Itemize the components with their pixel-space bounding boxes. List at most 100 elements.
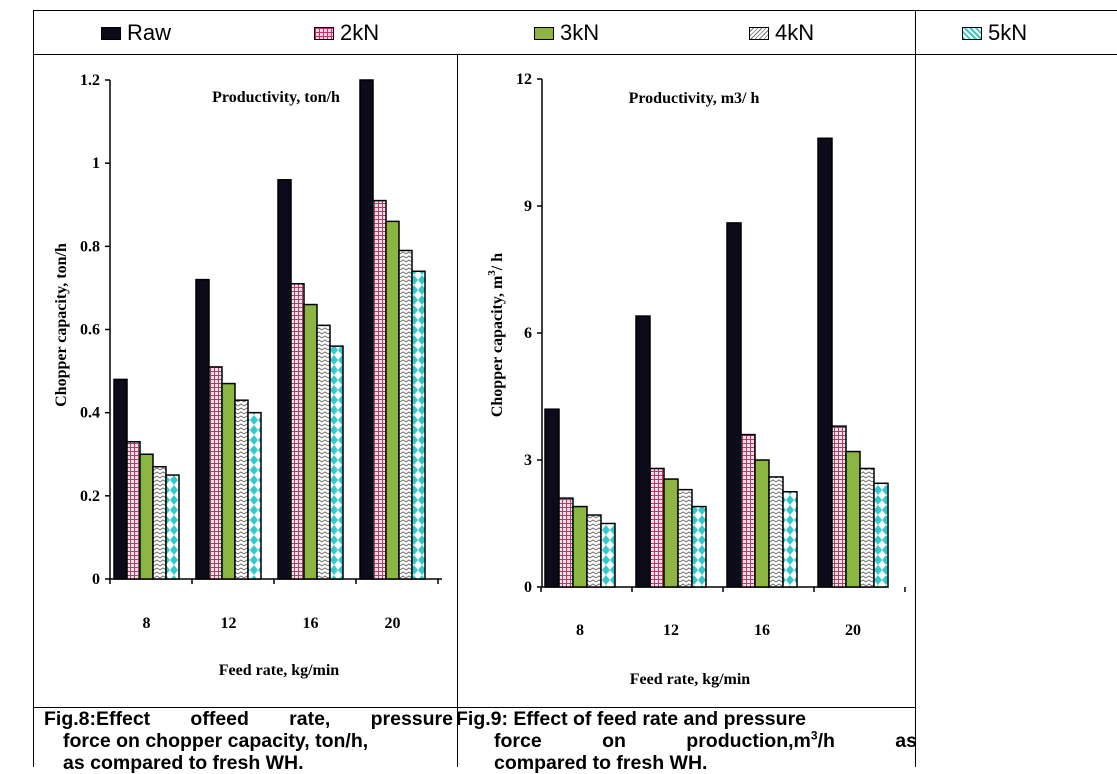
legend-swatch-4kn [749,26,769,40]
bar-5kn-12 [691,505,707,588]
fig9-caption-unit-tail: /h [817,730,835,752]
bar-4kn-16 [316,324,331,580]
fig9-caption-line1: Fig.9: Effect of feed rate and pressure [456,708,807,730]
bar-raw-8 [544,408,560,588]
fig8-productivity-ton-chart: Productivity, ton/h Chopper capacity, to… [53,72,442,679]
fig9-y-axis-label-main: Chopper capacity, m [489,275,506,417]
legend-item-4kn: 4kN [749,20,814,46]
bar-raw-20 [817,137,833,588]
y-tick-label: 0.8 [80,238,100,255]
x-tick-label: 8 [576,622,584,639]
fig9-caption-unit: production,m [686,730,811,752]
bar-4kn-12 [234,399,249,580]
bar-5kn-8 [600,522,616,588]
bar-2kn-12 [649,467,665,588]
fig8-y-axis-label: Chopper capacity, ton/h [53,243,70,407]
bar-raw-12 [195,278,210,580]
fig9-caption-word: force [494,730,542,752]
x-tick-label: 12 [663,622,679,639]
bar-5kn-20 [873,482,889,588]
legend-swatch-2kn [314,26,334,40]
fig8-tick-labels: 0 0.2 0.4 0.6 0.8 1 1.2 8 12 16 20 [80,72,401,632]
bar-raw-8 [113,378,128,580]
fig9-caption-word: production,m3/h [686,728,835,753]
bar-raw-12 [635,315,651,588]
bar-5kn-16 [782,491,798,588]
y-tick-label: 1.2 [80,72,100,89]
fig9-y-axis-label-tail: / h [489,253,506,271]
legend-label-3kn: 3kN [560,20,600,45]
y-tick-label: 6 [524,325,532,342]
fig8-title: Productivity, ton/h [212,89,340,106]
x-tick-label: 20 [845,622,861,639]
fig9-caption-line3: compared to fresh WH. [494,752,708,774]
y-tick-label: 1 [92,155,100,172]
bar-4kn-12 [677,488,693,588]
bar-3kn-16 [303,303,318,580]
legend-item-3kn: 3kN [534,20,599,46]
legend-swatch-3kn [534,26,554,40]
fig9-title: Productivity, m3/ h [629,90,760,107]
bar-2kn-20 [831,425,847,588]
bar-5kn-16 [329,345,344,580]
legend-label-5kn: 5kN [988,20,1028,45]
bar-2kn-16 [740,433,756,588]
fig9-caption-frame [457,707,916,767]
fig9-bars [544,137,889,588]
bar-4kn-8 [586,514,602,588]
fig8-caption: Fig.8:Effect offeed rate, pressure force… [44,708,454,774]
legend-item-2kn: 2kN [314,20,379,46]
y-tick-label: 0.2 [80,488,100,505]
fig9-caption-sup: 3 [810,728,818,743]
legend-item-5kn: 5kN [962,20,1027,46]
fig8-caption-word: Fig.8:Effect [44,708,151,730]
legend-label-raw: Raw [127,20,172,45]
x-tick-label: 8 [143,615,151,632]
bar-5kn-20 [411,270,426,580]
bar-raw-16 [726,222,742,588]
x-tick-label: 12 [221,615,237,632]
fig9-caption: Fig.9: Effect of feed rate and pressure … [456,708,917,774]
y-tick-label: 3 [524,452,532,469]
fig8-caption-line2: force on chopper capacity, ton/h, [63,730,369,752]
y-tick-label: 0.6 [80,322,100,339]
fig8-caption-word: rate, [289,708,331,730]
bar-5kn-12 [247,411,262,580]
fig9-y-axis-label: Chopper capacity, m3/ h [486,253,506,417]
fig9-caption-word: on [602,730,626,752]
y-tick-label: 0 [524,579,532,596]
bar-2kn-20 [372,199,387,580]
bar-4kn-20 [398,249,413,580]
fig9-x-axis-label: Feed rate, kg/min [630,671,751,688]
legend-item-raw: Raw [101,20,171,46]
bar-3kn-20 [385,220,400,580]
bar-3kn-20 [845,450,861,588]
y-tick-label: 9 [524,198,532,215]
fig9-caption-word: as [895,730,917,752]
bar-5kn-8 [165,474,180,580]
bar-2kn-8 [558,497,574,588]
x-tick-label: 16 [754,622,770,639]
fig8-x-axis-label: Feed rate, kg/min [219,662,340,679]
fig8-caption-word: offeed [190,708,249,730]
bar-3kn-8 [139,453,154,580]
bar-4kn-16 [768,476,784,588]
legend-swatch-5kn [962,26,982,40]
fig9-productivity-m3-chart: Productivity, m3/ h Chopper capacity, m3… [486,71,906,688]
x-tick-label: 16 [303,615,319,632]
bar-2kn-12 [208,366,223,580]
y-tick-label: 12 [516,71,532,88]
y-tick-label: 0 [92,571,100,588]
legend-label-2kn: 2kN [340,20,380,45]
bar-3kn-12 [663,478,679,588]
bar-3kn-8 [572,505,588,588]
chart-legend: Raw 2kN 3kN 4kN 5kN [37,10,1117,52]
bar-raw-20 [359,79,374,580]
fig8-bars [113,79,426,580]
bar-4kn-8 [152,465,167,580]
fig8-caption-line3: as compared to fresh WH. [63,752,304,774]
y-tick-label: 0.4 [80,405,100,422]
bar-4kn-20 [859,467,875,588]
bar-raw-16 [277,179,292,580]
fig9-tick-labels: 0 3 6 9 12 8 12 16 20 [516,71,861,639]
